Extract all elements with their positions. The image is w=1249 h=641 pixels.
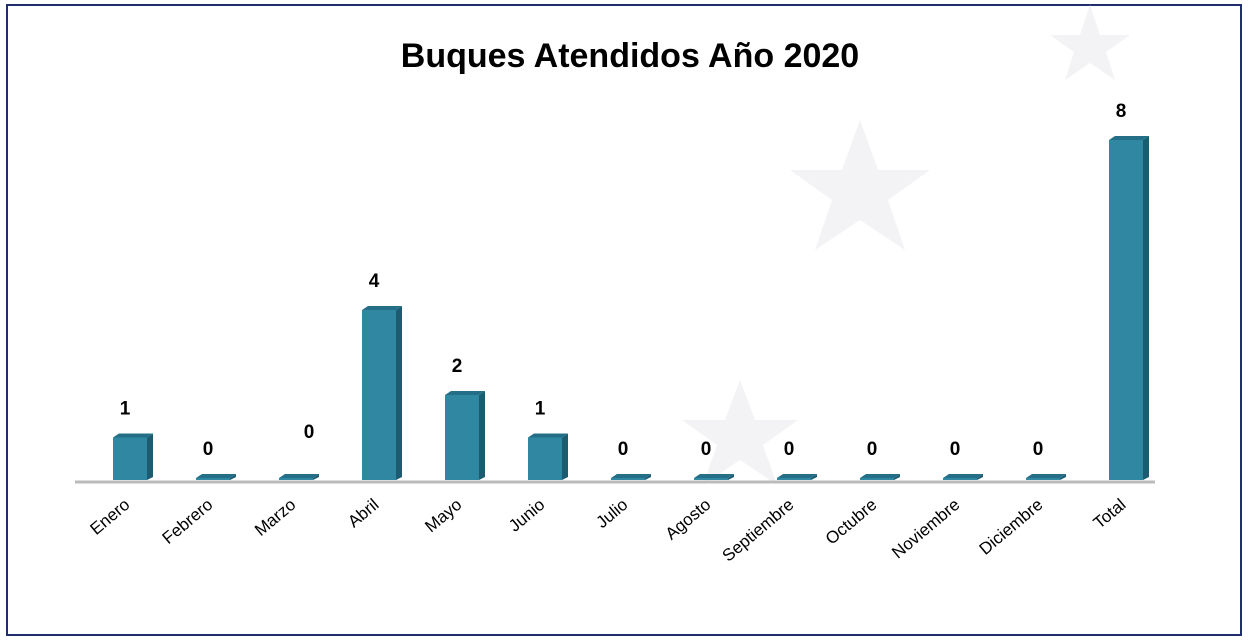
bar-side (230, 474, 236, 480)
data-label: 0 (304, 422, 315, 443)
bar-side (645, 474, 651, 480)
bg-star (1050, 5, 1130, 80)
bar (1109, 140, 1143, 480)
data-label: 0 (203, 439, 214, 460)
bar-top (1109, 136, 1149, 140)
bar-top (113, 433, 153, 438)
bar-side (396, 306, 402, 480)
bar-top (943, 474, 983, 478)
data-label: 0 (867, 439, 878, 460)
data-label: 0 (701, 439, 712, 460)
bar-top (528, 433, 568, 438)
bar-top (694, 474, 734, 478)
bg-star (682, 380, 798, 485)
data-label: 0 (784, 439, 795, 460)
bar (860, 478, 894, 480)
bar-top (279, 474, 319, 478)
data-label: 0 (1033, 439, 1044, 460)
bar-top (362, 306, 402, 310)
bar (777, 478, 811, 480)
bar-side (977, 474, 983, 480)
bar-side (1143, 136, 1149, 480)
bar-side (479, 391, 485, 480)
data-label: 8 (1116, 101, 1127, 122)
bar (943, 478, 977, 480)
bg-star (790, 120, 930, 250)
frame (6, 4, 1242, 636)
bar (362, 310, 396, 480)
data-label: 4 (369, 271, 380, 292)
bar (528, 437, 562, 480)
bar-side (728, 474, 734, 480)
data-label: 2 (452, 356, 463, 377)
bar (196, 478, 230, 480)
bar-top (445, 391, 485, 395)
data-label: 0 (618, 439, 629, 460)
bar-side (894, 474, 900, 480)
bar (445, 395, 479, 480)
bar-side (313, 474, 319, 480)
bar (1026, 478, 1060, 480)
bar-side (147, 433, 153, 480)
bar (694, 478, 728, 480)
chart-title: Buques Atendidos Año 2020 (401, 37, 859, 75)
bar (611, 478, 645, 480)
bar-side (811, 474, 817, 480)
data-label: 1 (535, 399, 546, 420)
bar (113, 437, 147, 480)
data-label: 0 (950, 439, 961, 460)
bar-top (611, 474, 651, 478)
data-label: 1 (120, 399, 131, 420)
bar-top (777, 474, 817, 478)
bar-top (196, 474, 236, 478)
bar-top (1026, 474, 1066, 478)
bar-top (860, 474, 900, 478)
bar-side (1060, 474, 1066, 480)
bar-side (562, 433, 568, 480)
bar (279, 478, 313, 480)
